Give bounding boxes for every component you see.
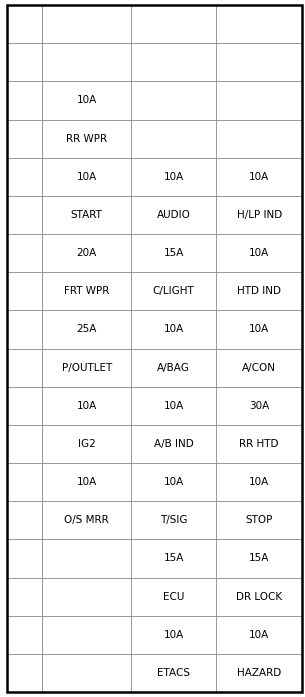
Text: 20A: 20A: [77, 248, 97, 258]
Text: 10A: 10A: [163, 401, 184, 411]
Text: 10A: 10A: [249, 477, 269, 487]
Text: ETACS: ETACS: [157, 668, 190, 678]
Text: 30A: 30A: [249, 401, 269, 411]
Text: C/LIGHT: C/LIGHT: [153, 286, 195, 296]
Text: 10A: 10A: [249, 248, 269, 258]
Text: P/OUTLET: P/OUTLET: [62, 362, 112, 373]
Text: A/CON: A/CON: [242, 362, 276, 373]
Text: 15A: 15A: [163, 248, 184, 258]
Text: 10A: 10A: [77, 95, 97, 105]
Text: 15A: 15A: [163, 553, 184, 563]
Text: 10A: 10A: [163, 324, 184, 335]
Text: 10A: 10A: [77, 477, 97, 487]
Text: A/BAG: A/BAG: [157, 362, 190, 373]
Text: 10A: 10A: [249, 324, 269, 335]
Text: 15A: 15A: [249, 553, 269, 563]
Text: A/B IND: A/B IND: [154, 439, 194, 449]
Text: DR LOCK: DR LOCK: [236, 592, 282, 602]
Text: 10A: 10A: [163, 630, 184, 640]
Text: RR WPR: RR WPR: [66, 134, 107, 144]
Text: O/S MRR: O/S MRR: [64, 515, 109, 526]
Text: 10A: 10A: [249, 171, 269, 182]
Text: STOP: STOP: [246, 515, 273, 526]
Text: 10A: 10A: [77, 401, 97, 411]
Text: 25A: 25A: [77, 324, 97, 335]
Text: FRT WPR: FRT WPR: [64, 286, 109, 296]
Text: T/SIG: T/SIG: [160, 515, 188, 526]
Text: 10A: 10A: [163, 171, 184, 182]
Text: AUDIO: AUDIO: [157, 210, 191, 220]
Text: HAZARD: HAZARD: [237, 668, 281, 678]
Text: ECU: ECU: [163, 592, 184, 602]
Text: H/LP IND: H/LP IND: [237, 210, 282, 220]
Text: IG2: IG2: [78, 439, 95, 449]
Text: RR HTD: RR HTD: [239, 439, 279, 449]
Text: 10A: 10A: [249, 630, 269, 640]
Text: HTD IND: HTD IND: [237, 286, 281, 296]
Text: 10A: 10A: [163, 477, 184, 487]
Text: START: START: [71, 210, 102, 220]
Text: 10A: 10A: [77, 171, 97, 182]
